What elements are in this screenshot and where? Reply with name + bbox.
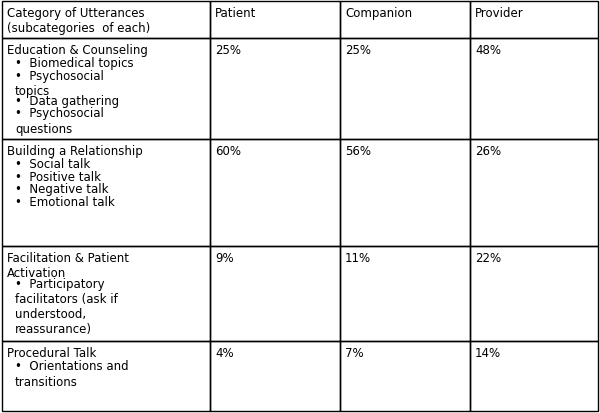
Text: Category of Utterances
(subcategories  of each): Category of Utterances (subcategories of… — [7, 7, 150, 35]
Text: •  Psychosocial
topics: • Psychosocial topics — [15, 70, 104, 98]
Bar — [470, 341, 598, 411]
Text: Provider: Provider — [475, 7, 524, 20]
Text: •  Social talk: • Social talk — [15, 158, 90, 171]
Text: 9%: 9% — [215, 252, 233, 264]
Text: 4%: 4% — [215, 346, 233, 359]
Text: Building a Relationship: Building a Relationship — [7, 145, 143, 158]
Bar — [2, 2, 210, 39]
Text: •  Positive talk: • Positive talk — [15, 171, 101, 183]
Text: •  Participatory
facilitators (ask if
understood,
reassurance): • Participatory facilitators (ask if und… — [15, 277, 118, 335]
Text: 25%: 25% — [215, 44, 241, 57]
Text: 56%: 56% — [345, 145, 371, 158]
Bar — [210, 247, 340, 341]
Bar — [470, 140, 598, 247]
Text: 25%: 25% — [345, 44, 371, 57]
Bar — [2, 140, 210, 247]
Text: 22%: 22% — [475, 252, 501, 264]
Text: 14%: 14% — [475, 346, 501, 359]
Text: Companion: Companion — [345, 7, 412, 20]
Text: 48%: 48% — [475, 44, 501, 57]
Bar — [340, 39, 470, 140]
Text: 11%: 11% — [345, 252, 371, 264]
Text: •  Data gathering: • Data gathering — [15, 95, 119, 108]
Bar — [470, 247, 598, 341]
Bar — [470, 2, 598, 39]
Bar — [210, 341, 340, 411]
Bar — [470, 39, 598, 140]
Bar — [210, 140, 340, 247]
Bar — [2, 247, 210, 341]
Text: •  Negative talk: • Negative talk — [15, 183, 109, 196]
Text: •  Psychosocial
questions: • Psychosocial questions — [15, 107, 104, 135]
Text: 7%: 7% — [345, 346, 364, 359]
Text: Patient: Patient — [215, 7, 256, 20]
Text: Facilitation & Patient
Activation: Facilitation & Patient Activation — [7, 252, 129, 279]
Text: •  Biomedical topics: • Biomedical topics — [15, 57, 134, 70]
Bar — [210, 39, 340, 140]
Text: Procedural Talk: Procedural Talk — [7, 346, 97, 359]
Text: 60%: 60% — [215, 145, 241, 158]
Bar — [210, 2, 340, 39]
Text: Education & Counseling: Education & Counseling — [7, 44, 148, 57]
Text: •  Emotional talk: • Emotional talk — [15, 195, 115, 209]
Bar — [2, 341, 210, 411]
Bar — [340, 2, 470, 39]
Bar — [340, 140, 470, 247]
Bar — [340, 247, 470, 341]
Bar — [2, 39, 210, 140]
Text: •  Orientations and
transitions: • Orientations and transitions — [15, 360, 128, 387]
Bar — [340, 341, 470, 411]
Text: 26%: 26% — [475, 145, 501, 158]
